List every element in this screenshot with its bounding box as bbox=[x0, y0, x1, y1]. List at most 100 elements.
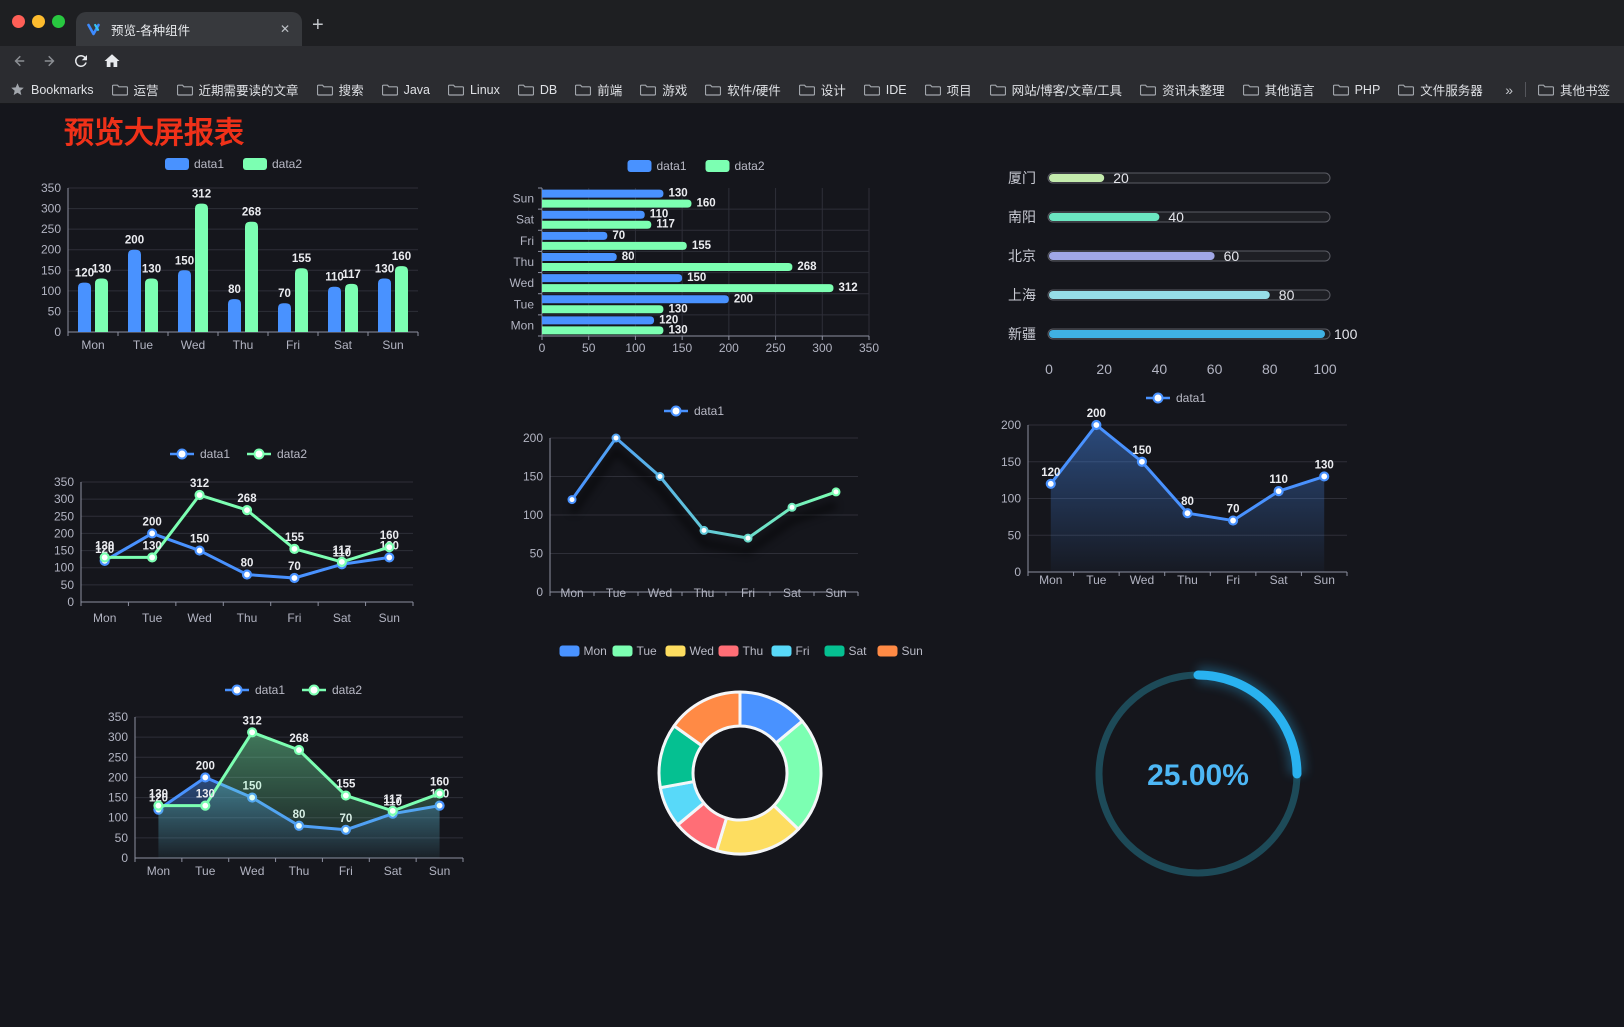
progress-row-北京: 北京 60 bbox=[1008, 248, 1331, 264]
svg-text:250: 250 bbox=[41, 222, 61, 236]
legend-item-Tue[interactable]: Tue bbox=[612, 644, 658, 658]
legend-item-Sun[interactable]: Sun bbox=[877, 644, 923, 658]
svg-text:Tue: Tue bbox=[142, 611, 163, 625]
legend-item-Fri[interactable]: Fri bbox=[771, 644, 810, 658]
svg-text:Fri: Fri bbox=[287, 611, 301, 625]
svg-text:110: 110 bbox=[325, 272, 344, 284]
bookmark-folder[interactable]: 资讯未整理 bbox=[1140, 80, 1225, 99]
svg-text:200: 200 bbox=[143, 516, 162, 528]
forward-icon[interactable] bbox=[41, 52, 59, 70]
svg-text:Thu: Thu bbox=[694, 586, 715, 600]
svg-text:150: 150 bbox=[523, 470, 543, 484]
bookmark-folder[interactable]: DB bbox=[517, 80, 557, 99]
legend-item-data1[interactable]: data1 bbox=[170, 447, 230, 461]
svg-text:Thu: Thu bbox=[513, 255, 534, 269]
bookmark-folder[interactable]: 运营 bbox=[111, 80, 159, 99]
svg-text:300: 300 bbox=[41, 202, 61, 216]
svg-text:130: 130 bbox=[95, 540, 114, 552]
svg-text:50: 50 bbox=[48, 304, 62, 318]
svg-text:300: 300 bbox=[812, 341, 832, 355]
minimize-window-button[interactable] bbox=[32, 15, 45, 28]
bookmark-folder[interactable]: 网站/博客/文章/工具 bbox=[989, 80, 1122, 99]
svg-text:Sat: Sat bbox=[516, 213, 535, 227]
fullscreen-window-button[interactable] bbox=[52, 15, 65, 28]
svg-text:Tue: Tue bbox=[133, 338, 154, 352]
svg-text:150: 150 bbox=[672, 341, 692, 355]
svg-text:70: 70 bbox=[288, 561, 301, 573]
svg-text:Wed: Wed bbox=[187, 611, 211, 625]
legend-item-Sat[interactable]: Sat bbox=[824, 644, 868, 658]
svg-text:100: 100 bbox=[625, 341, 645, 355]
bookmarks-root-folder[interactable]: Bookmarks bbox=[10, 82, 94, 97]
legend-item-data1[interactable]: data1 bbox=[165, 157, 224, 171]
browser-tab[interactable]: 预览-各种组件 ✕ bbox=[76, 12, 302, 46]
svg-text:100: 100 bbox=[41, 284, 61, 298]
svg-text:150: 150 bbox=[175, 255, 194, 267]
other-bookmarks-folder[interactable]: 其他书签 bbox=[1537, 80, 1610, 99]
folder-icon bbox=[1537, 84, 1554, 96]
new-tab-button[interactable]: + bbox=[312, 14, 324, 36]
svg-text:100: 100 bbox=[1334, 326, 1358, 342]
chart-area-line: data1 0 50 100 150 200 Mon Tue Wed Thu Fri Sat Sun 12… bbox=[980, 388, 1375, 600]
bookmark-folder[interactable]: 文件服务器 bbox=[1398, 80, 1483, 99]
legend-item-data1[interactable]: data1 bbox=[1146, 391, 1206, 405]
svg-text:70: 70 bbox=[1227, 504, 1240, 516]
bookmarks-overflow-chevron[interactable]: » bbox=[1505, 81, 1513, 98]
reload-icon[interactable] bbox=[72, 52, 90, 70]
legend-item-data2[interactable]: data2 bbox=[705, 159, 765, 173]
bookmark-folder[interactable]: Linux bbox=[447, 80, 500, 99]
svg-text:120: 120 bbox=[95, 544, 114, 556]
svg-text:268: 268 bbox=[797, 261, 817, 273]
bookmark-folder[interactable]: 搜索 bbox=[316, 80, 364, 99]
close-window-button[interactable] bbox=[12, 15, 25, 28]
svg-text:0: 0 bbox=[121, 851, 128, 865]
star-icon bbox=[11, 83, 24, 96]
bookmark-folder[interactable]: PHP bbox=[1332, 80, 1380, 99]
svg-text:Fri: Fri bbox=[520, 234, 534, 248]
svg-text:Tue: Tue bbox=[606, 586, 627, 600]
svg-text:117: 117 bbox=[383, 794, 402, 806]
svg-text:350: 350 bbox=[108, 710, 128, 724]
bookmark-folder[interactable]: 前端 bbox=[575, 80, 622, 99]
legend-item-data1[interactable]: data1 bbox=[225, 683, 285, 697]
svg-text:data2: data2 bbox=[277, 447, 307, 461]
svg-text:0: 0 bbox=[67, 595, 74, 609]
svg-text:250: 250 bbox=[108, 750, 128, 764]
svg-text:Fri: Fri bbox=[286, 338, 300, 352]
legend-item-data2[interactable]: data2 bbox=[243, 157, 302, 171]
legend-item-data2[interactable]: data2 bbox=[302, 683, 362, 697]
progress-row-南阳: 南阳 40 bbox=[1008, 209, 1331, 225]
bookmark-folder[interactable]: 游戏 bbox=[640, 80, 687, 99]
legend-item-data1[interactable]: data1 bbox=[627, 159, 687, 173]
svg-text:250: 250 bbox=[54, 509, 74, 523]
tab-favicon bbox=[86, 21, 102, 37]
chart-dual-line: data1 data2 0 50 100 150 200 250 300 350 Mon Tue Wed… bbox=[45, 428, 435, 640]
svg-text:上海: 上海 bbox=[1008, 287, 1036, 303]
bookmark-folder[interactable]: 设计 bbox=[798, 80, 846, 99]
svg-text:200: 200 bbox=[54, 526, 74, 540]
legend-item-Wed[interactable]: Wed bbox=[665, 644, 714, 658]
svg-text:50: 50 bbox=[582, 341, 596, 355]
home-icon[interactable] bbox=[103, 52, 121, 70]
bookmark-folder[interactable]: IDE bbox=[863, 80, 907, 99]
legend-item-Mon[interactable]: Mon bbox=[559, 644, 607, 658]
legend-item-data1[interactable]: data1 bbox=[664, 404, 724, 418]
bookmark-folder[interactable]: 项目 bbox=[924, 80, 972, 99]
svg-text:60: 60 bbox=[1224, 248, 1240, 264]
legend-item-data2[interactable]: data2 bbox=[247, 447, 307, 461]
svg-text:200: 200 bbox=[719, 341, 739, 355]
svg-text:Mon: Mon bbox=[511, 318, 534, 332]
legend-item-Thu[interactable]: Thu bbox=[718, 644, 764, 658]
bookmark-folder[interactable]: 软件/硬件 bbox=[705, 80, 781, 99]
pie-slice-Sun[interactable] bbox=[672, 690, 742, 748]
bookmark-folder[interactable]: 近期需要读的文章 bbox=[176, 80, 299, 99]
svg-text:312: 312 bbox=[192, 189, 211, 201]
bookmark-folder[interactable]: Java bbox=[381, 80, 430, 99]
back-icon[interactable] bbox=[10, 52, 28, 70]
tab-close-icon[interactable]: ✕ bbox=[279, 22, 290, 36]
bookmark-folder[interactable]: 其他语言 bbox=[1242, 80, 1315, 99]
svg-text:Wed: Wed bbox=[240, 864, 264, 878]
svg-text:Fri: Fri bbox=[741, 586, 755, 600]
svg-text:Sun: Sun bbox=[513, 192, 534, 206]
progress-row-新疆: 新疆 100 bbox=[1008, 326, 1358, 342]
